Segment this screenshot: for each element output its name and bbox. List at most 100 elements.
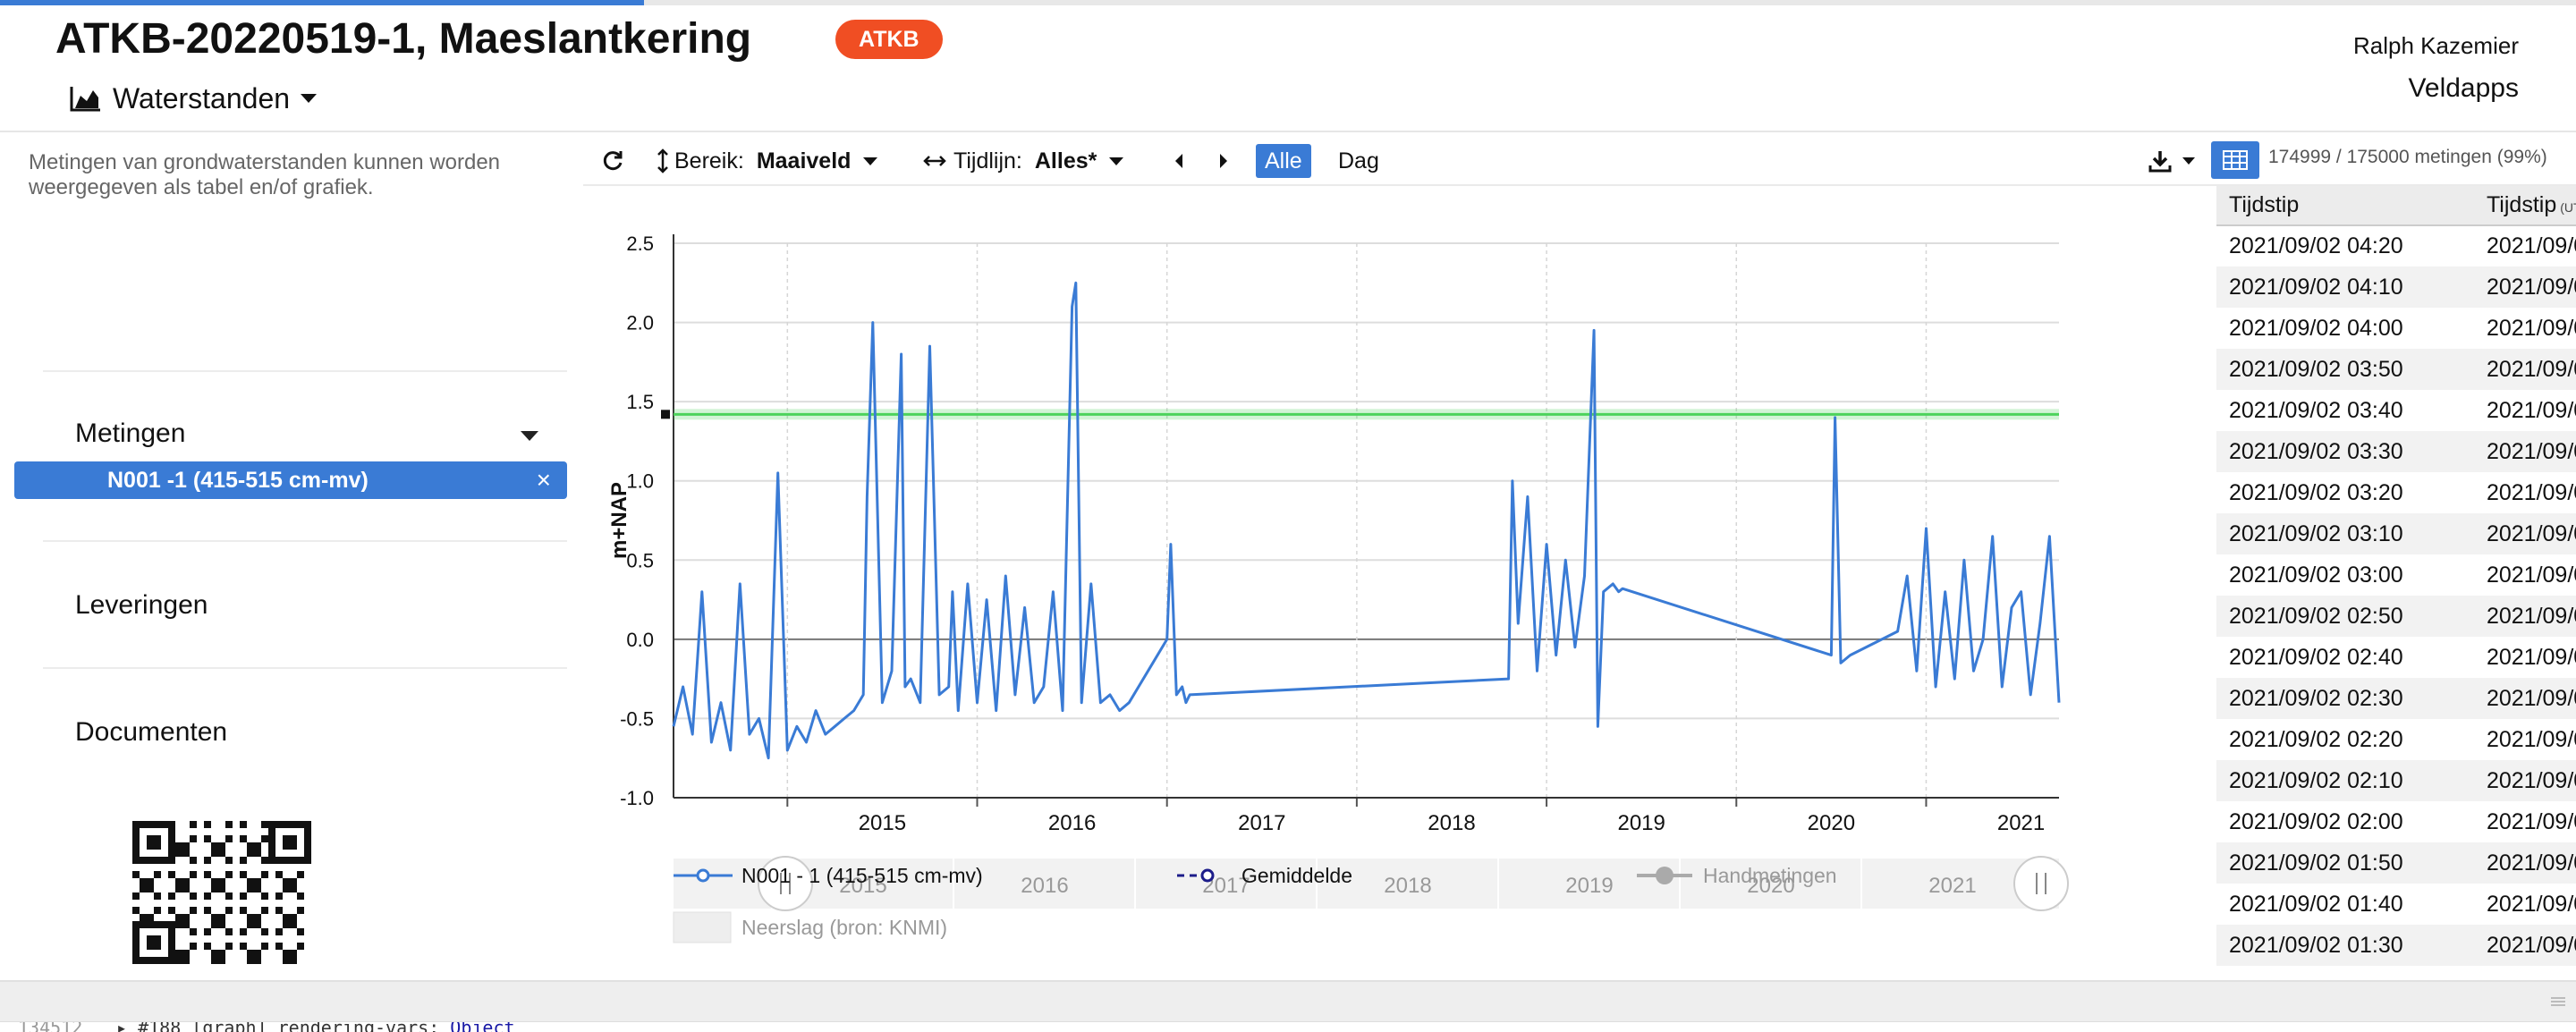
table-row[interactable]: 2021/09/02 01:40 2021/09/02 — [2216, 884, 2576, 925]
qr-module — [132, 821, 140, 828]
qr-module — [132, 957, 140, 964]
chevron-right-icon — [1220, 154, 1227, 168]
legend-manual-label[interactable]: Handmetingen — [1703, 864, 1837, 887]
grip-icon[interactable] — [2549, 994, 2567, 1009]
tijdlijn-dropdown[interactable]: Tijdlijn: Alles* — [923, 145, 1124, 177]
qr-module — [168, 935, 175, 943]
next-period-button[interactable] — [1216, 145, 1231, 177]
selected-series-label: N001 -1 (415-515 cm-mv) — [107, 468, 369, 493]
navigator-handle-left[interactable] — [758, 856, 813, 911]
y-tick-label: 1.5 — [626, 391, 654, 413]
qr-module — [297, 928, 304, 935]
qr-module — [132, 835, 140, 842]
qr-module — [225, 821, 233, 828]
download-button[interactable] — [2148, 145, 2195, 177]
table-row[interactable]: 2021/09/02 02:40 2021/09/02 — [2216, 637, 2576, 678]
qr-module — [140, 914, 147, 921]
qr-module — [268, 828, 275, 835]
table-row[interactable]: 2021/09/02 02:00 2021/09/02 — [2216, 801, 2576, 842]
sidebar-section-documenten[interactable]: Documenten — [75, 717, 228, 747]
x-tick-label: 2019 — [1617, 811, 1665, 835]
qr-module — [132, 950, 140, 957]
resize-strip[interactable] — [0, 980, 2576, 1021]
qr-module — [204, 857, 211, 864]
qr-module — [218, 957, 225, 964]
qr-module — [182, 885, 190, 892]
table-header-row: Tijdstip Tijdstip(UTC) — [2216, 186, 2576, 226]
cell-tijdstip: 2021/09/02 03:30 — [2216, 431, 2474, 472]
qr-module — [297, 892, 304, 900]
console-object-link[interactable]: Object — [450, 1021, 515, 1032]
table-row[interactable]: 2021/09/02 03:20 2021/09/02 — [2216, 472, 2576, 513]
qr-module — [225, 871, 233, 878]
table-row[interactable]: 2021/09/02 04:00 2021/09/02 — [2216, 308, 2576, 349]
previous-period-button[interactable] — [1172, 145, 1186, 177]
range-dag-button[interactable]: Dag — [1338, 148, 1379, 173]
series-line[interactable] — [672, 281, 2061, 760]
qr-module — [290, 857, 297, 864]
qr-module — [297, 943, 304, 950]
cell-tijdstip: 2021/09/02 04:20 — [2229, 233, 2403, 258]
table-row[interactable]: 2021/09/02 03:40 2021/09/02 — [2216, 390, 2576, 431]
qr-module — [190, 907, 197, 914]
refresh-button[interactable] — [601, 145, 624, 177]
table-row[interactable]: 2021/09/02 04:20 2021/09/02 — [2216, 225, 2576, 266]
project-badge[interactable]: ATKB — [835, 20, 943, 59]
cell-tijdstip-utc: 2021/09/02 — [2473, 596, 2576, 637]
qr-module — [211, 950, 218, 957]
chevron-down-icon[interactable] — [521, 431, 538, 441]
measurements-table[interactable]: Tijdstip Tijdstip(UTC) 2021/09/02 04:202… — [2216, 186, 2576, 966]
qr-module — [168, 950, 175, 957]
app-name[interactable]: Veldapps — [2408, 73, 2519, 103]
table-row[interactable]: 2021/09/02 02:20 2021/09/02 — [2216, 719, 2576, 760]
legend-mean-marker — [1200, 868, 1215, 883]
qr-module — [254, 914, 261, 921]
cell-tijdstip-utc: 2021/09/02 — [2486, 233, 2576, 258]
qr-module — [225, 928, 233, 935]
vertical-arrows-icon — [657, 148, 668, 173]
selected-series-item[interactable]: N001 -1 (415-515 cm-mv) × — [14, 461, 567, 499]
sidebar-section-leveringen[interactable]: Leveringen — [75, 590, 208, 620]
qr-module — [161, 957, 168, 964]
legend-series-label[interactable]: N001 - 1 (415-515 cm-mv) — [741, 864, 983, 887]
column-header-tijdstip-utc[interactable]: Tijdstip(UTC) — [2473, 186, 2576, 226]
qr-module — [290, 842, 297, 850]
qr-module — [283, 842, 290, 850]
y-tick-label: -0.5 — [620, 707, 654, 730]
view-dropdown[interactable]: Waterstanden — [70, 77, 318, 120]
sidebar-divider — [43, 667, 567, 669]
qr-module — [175, 878, 182, 885]
navigator-track[interactable] — [674, 859, 2059, 909]
cell-tijdstip-utc: 2021/09/02 — [2486, 315, 2576, 341]
navigator-handle-right[interactable] — [2013, 856, 2069, 911]
legend-rain-swatch[interactable] — [673, 911, 732, 943]
cell-tijdstip-utc: 2021/09/02 — [2486, 562, 2576, 588]
qr-module — [268, 850, 275, 857]
column-header-tijdstip[interactable]: Tijdstip — [2216, 186, 2474, 226]
qr-module — [175, 914, 182, 921]
bereik-dropdown[interactable]: Bereik: Maaiveld — [657, 145, 878, 177]
waterstand-chart[interactable]: 2.5 2.0 1.5 1.0 0.5 0.0 -0.5 -1.0 2015 2016 2017 20… — [590, 197, 2147, 966]
table-toggle-button[interactable] — [2211, 141, 2259, 179]
legend-mean-label[interactable]: Gemiddelde — [1241, 864, 1352, 887]
qr-module — [283, 885, 290, 892]
user-name[interactable]: Ralph Kazemier — [2353, 32, 2519, 59]
legend-rain-label[interactable]: Neerslag (bron: KNMI) — [741, 916, 947, 939]
qr-module — [240, 871, 247, 878]
range-alle-button[interactable]: Alle — [1256, 144, 1311, 178]
sidebar-section-metingen[interactable]: Metingen — [75, 419, 186, 448]
qr-module — [168, 850, 175, 857]
table-row[interactable]: 2021/09/02 03:00 2021/09/02 — [2216, 554, 2576, 596]
close-icon[interactable]: × — [536, 466, 551, 494]
qr-module — [268, 842, 275, 850]
cell-tijdstip-utc: 2021/09/02 — [2473, 349, 2576, 390]
